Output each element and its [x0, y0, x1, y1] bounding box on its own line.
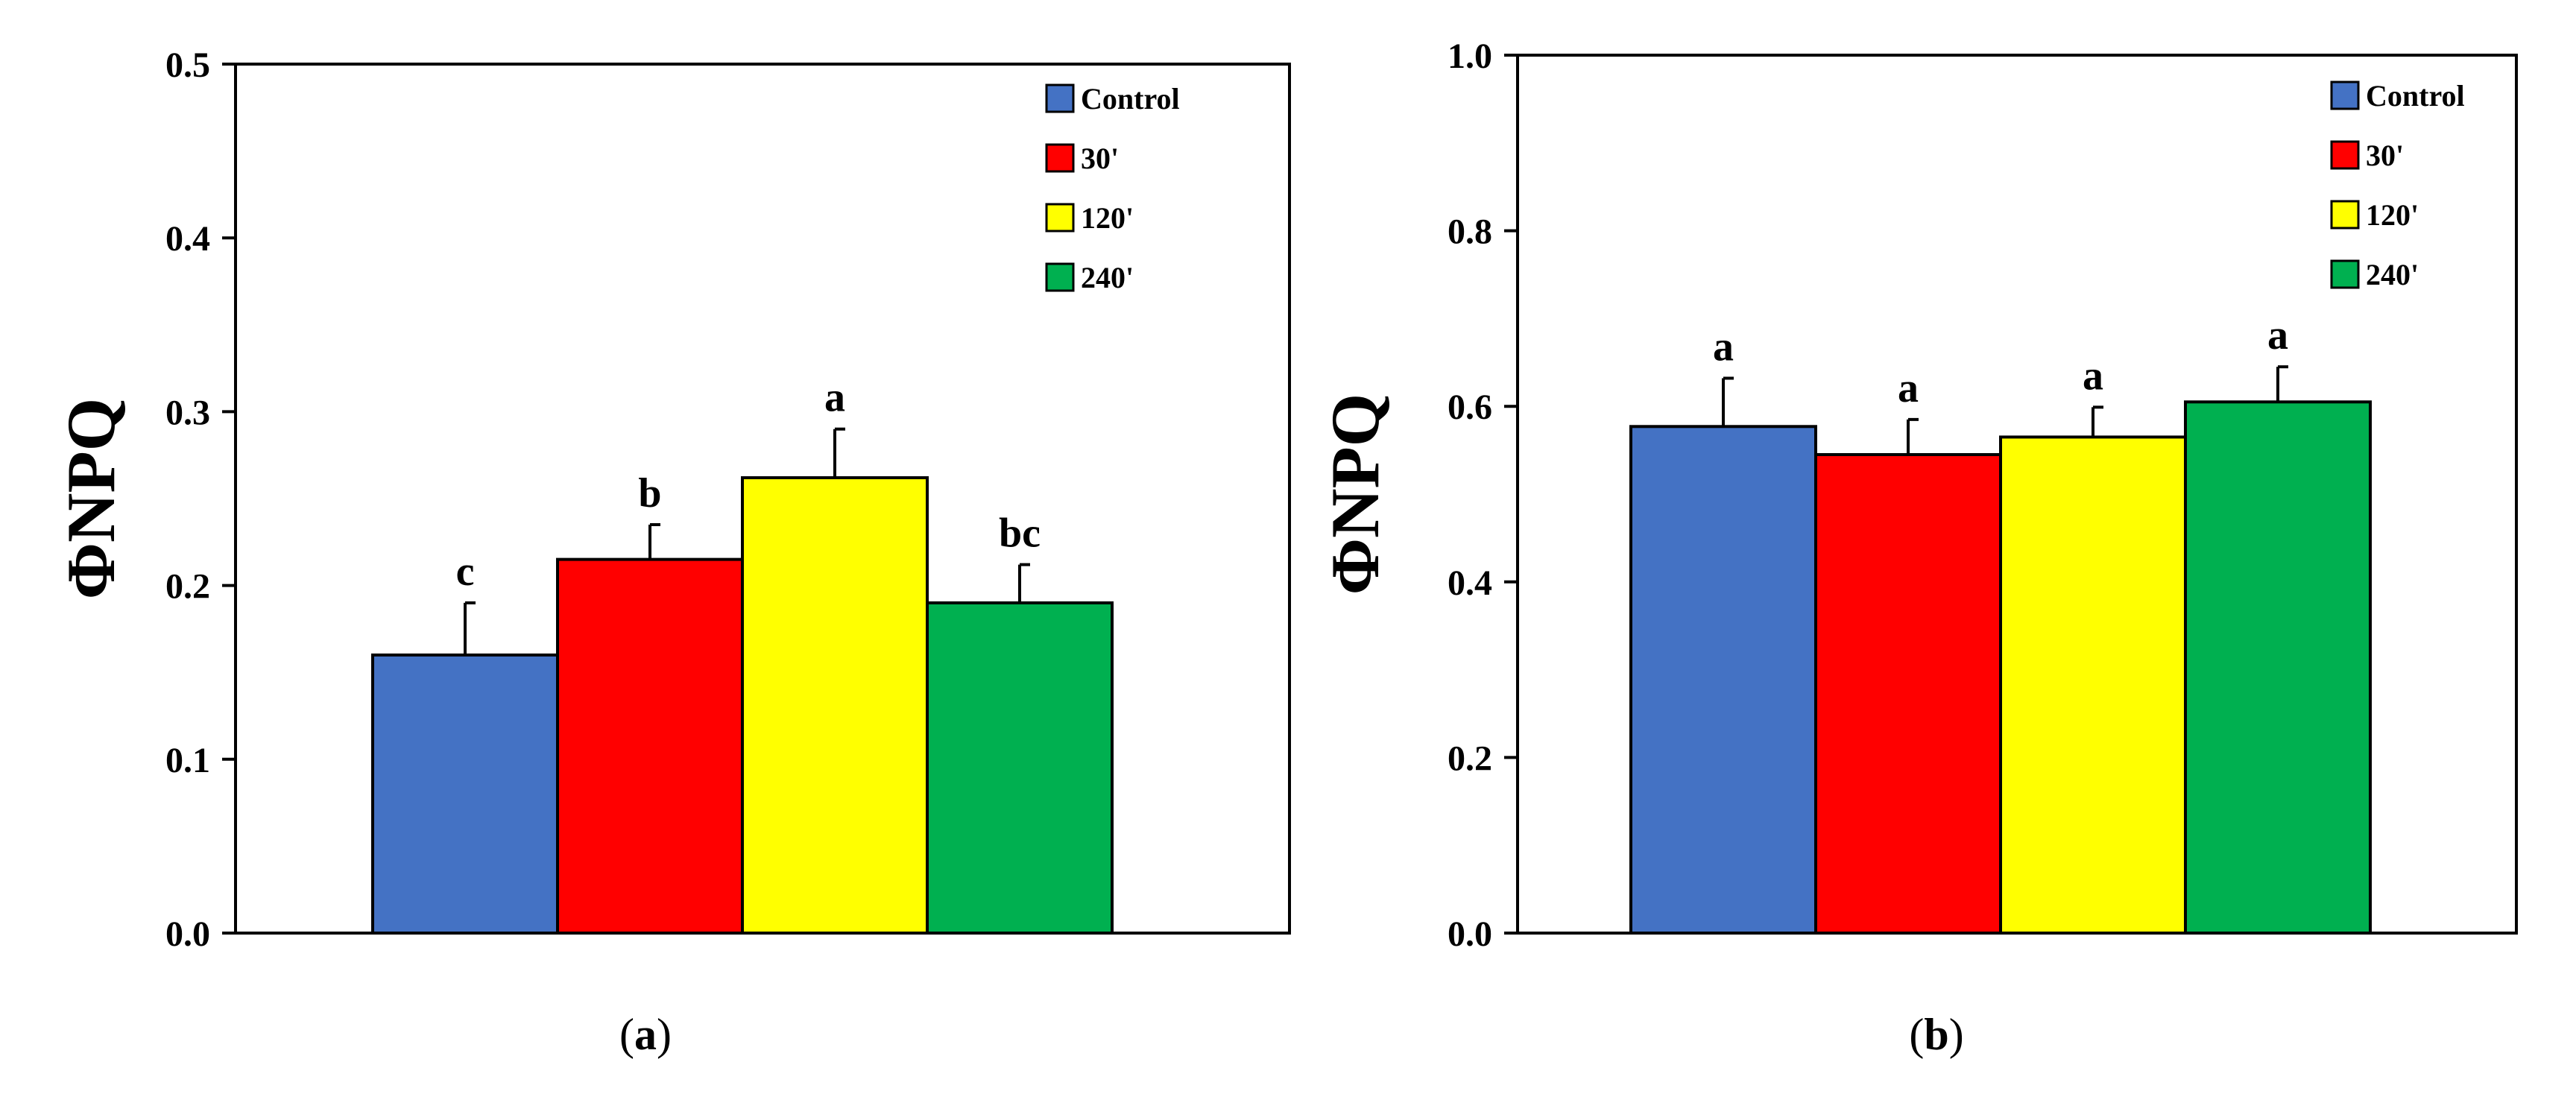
bar [926, 601, 1114, 935]
y-tick-label: 0.1 [165, 741, 210, 780]
bar [1629, 425, 1817, 935]
y-tick-label: 0.0 [1448, 914, 1492, 954]
panel-a-chart: 0.0 0.1 0.2 0.3 0.4 0.5 ΦNPQ c b a bc Control 30' 120… [53, 45, 1291, 954]
panel-b-caption: (b) [1909, 1010, 1963, 1059]
bar [1999, 435, 2187, 935]
significance-label: a [2267, 312, 2288, 358]
legend-swatch [1045, 203, 1075, 233]
y-tick-label: 0.2 [1448, 739, 1492, 778]
y-tick-label: 0.8 [1448, 212, 1492, 252]
bar [741, 476, 929, 935]
bar [2184, 400, 2372, 935]
legend-swatch [1045, 262, 1075, 292]
legend-label: 120' [2366, 198, 2419, 232]
y-axis-label: ΦNPQ [53, 398, 129, 599]
legend-swatch [1045, 83, 1075, 113]
legend-label: 30' [1081, 142, 1119, 175]
significance-label: a [1898, 365, 1919, 411]
legend-swatch [1045, 143, 1075, 173]
y-tick-label: 1.0 [1448, 37, 1492, 76]
legend-label: 120' [1081, 201, 1134, 235]
y-tick-label: 0.3 [165, 393, 210, 432]
legend-swatch [2330, 140, 2360, 170]
significance-label: c [456, 549, 475, 595]
legend-swatch [2330, 200, 2360, 230]
significance-label: a [2083, 353, 2103, 399]
legend-swatch [2330, 259, 2360, 289]
y-tick-label: 0.2 [165, 567, 210, 607]
significance-label: b [638, 470, 661, 516]
legend-label: 30' [2366, 139, 2404, 172]
legend-swatch [2330, 80, 2360, 110]
bar [371, 653, 559, 935]
y-tick-label: 0.5 [165, 45, 210, 85]
legend-label: 240' [2366, 258, 2419, 291]
y-tick-label: 0.0 [165, 914, 210, 954]
y-tick-label: 0.6 [1448, 388, 1492, 427]
legend-label: 240' [1081, 261, 1134, 294]
legend-label: Control [2366, 79, 2465, 113]
panel-b-chart: 0.0 0.2 0.4 0.6 0.8 1.0 ΦNPQ a a a a Control 30' 120'… [1317, 37, 2518, 954]
significance-label: bc [999, 511, 1041, 557]
bar [556, 557, 744, 935]
panel-a-caption: (a) [619, 1010, 672, 1059]
y-axis-label: ΦNPQ [1317, 393, 1393, 595]
bar [1814, 452, 2002, 935]
significance-label: a [1713, 324, 1734, 370]
y-tick-label: 0.4 [1448, 563, 1492, 603]
legend-label: Control [1081, 82, 1180, 116]
y-tick-label: 0.4 [165, 219, 210, 259]
significance-label: a [824, 375, 845, 421]
